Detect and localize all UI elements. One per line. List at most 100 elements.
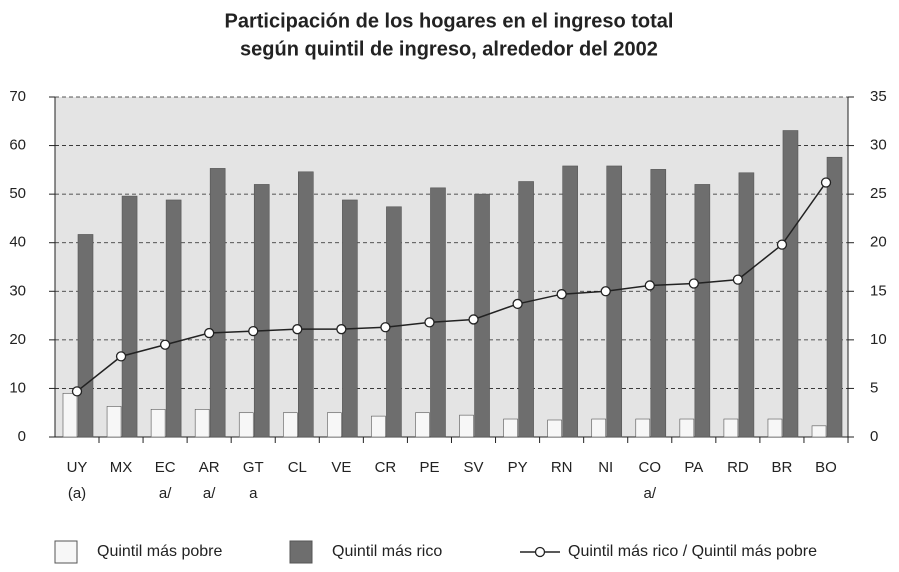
- y2-tick-label: 35: [870, 88, 887, 105]
- line-point: [776, 239, 788, 250]
- y-tick-label: 40: [9, 234, 26, 251]
- x-tick-label: UY: [67, 459, 88, 476]
- bar: [253, 184, 270, 438]
- bar: [327, 412, 342, 438]
- x-tick-note: a/: [159, 485, 172, 502]
- bar: [547, 419, 562, 438]
- bar: [106, 406, 122, 438]
- legend-label: Quintil más rico: [332, 543, 442, 560]
- bar: [591, 418, 607, 438]
- line-point: [512, 298, 523, 310]
- bar: [811, 425, 827, 438]
- bar: [430, 187, 446, 438]
- bar: [62, 392, 78, 438]
- line-point: [380, 322, 391, 333]
- line-point: [732, 274, 744, 285]
- y2-tick-label: 20: [870, 234, 887, 251]
- line-point: [556, 289, 567, 300]
- bar: [209, 168, 226, 438]
- x-tick-label: NI: [598, 459, 613, 476]
- bar: [723, 418, 739, 438]
- x-tick-label: GT: [243, 459, 264, 476]
- line-point: [292, 324, 303, 335]
- x-tick-label: CL: [288, 459, 307, 476]
- line-point: [820, 177, 832, 188]
- bar: [694, 184, 711, 438]
- bar: [386, 206, 402, 438]
- bar: [606, 165, 623, 438]
- line-point: [71, 386, 83, 397]
- x-tick-note: a/: [644, 485, 657, 502]
- y-tick-label: 30: [9, 282, 26, 299]
- bar: [77, 234, 94, 438]
- x-tick-label: BO: [815, 459, 837, 476]
- line-point: [468, 314, 479, 325]
- plot-area: [55, 97, 848, 437]
- bar: [371, 415, 386, 438]
- bar: [415, 412, 430, 438]
- bar: [503, 418, 518, 438]
- line-point: [600, 286, 611, 297]
- line-point: [248, 325, 259, 337]
- bar: [238, 412, 254, 438]
- y-tick-label: 20: [9, 331, 26, 348]
- x-tick-label: CR: [375, 459, 397, 476]
- line-point: [644, 280, 655, 291]
- x-tick-label: AR: [199, 459, 220, 476]
- legend-label: Quintil más rico / Quintil más pobre: [568, 543, 817, 560]
- y2-tick-label: 25: [870, 185, 887, 202]
- x-tick-label: CO: [639, 459, 662, 476]
- bar: [562, 165, 578, 438]
- legend-label: Quintil más pobre: [97, 543, 222, 560]
- y2-tick-label: 0: [870, 428, 878, 445]
- x-tick-label: PA: [684, 459, 703, 476]
- bar: [150, 409, 166, 438]
- y-tick-label: 50: [9, 185, 26, 202]
- bar: [518, 181, 534, 438]
- chart-subtitle: según quintil de ingreso, alrededor del …: [240, 38, 658, 60]
- x-tick-label: VE: [331, 459, 351, 476]
- line-point: [159, 339, 171, 350]
- line-point: [204, 327, 215, 339]
- bar: [782, 130, 799, 438]
- x-tick-label: MX: [110, 459, 133, 476]
- y-tick-label: 70: [9, 88, 26, 105]
- x-tick-label: RN: [551, 459, 573, 476]
- bar: [650, 169, 667, 438]
- x-tick-note: a: [249, 485, 258, 502]
- line: [76, 182, 827, 392]
- line-point: [688, 278, 699, 289]
- chart-title: Participación de los hogares en el ingre…: [224, 10, 673, 32]
- bar: [121, 195, 138, 438]
- bar: [459, 414, 474, 438]
- line-point: [424, 317, 435, 328]
- bar: [767, 418, 783, 438]
- legend-swatch: [289, 540, 313, 564]
- x-tick-label: PE: [419, 459, 439, 476]
- legend-marker: [534, 546, 546, 558]
- x-tick-note: a/: [203, 485, 216, 502]
- line-point: [115, 351, 127, 362]
- bar: [165, 199, 182, 438]
- bar: [738, 172, 755, 438]
- bar: [679, 418, 695, 438]
- bar: [342, 199, 358, 438]
- bar: [826, 156, 843, 438]
- line-point: [336, 324, 347, 335]
- legend-swatch: [54, 540, 78, 564]
- y2-tick-label: 30: [870, 137, 887, 154]
- x-tick-label: PY: [508, 459, 528, 476]
- x-tick-label: BR: [772, 459, 793, 476]
- bar: [297, 171, 314, 438]
- x-tick-note: (a): [68, 485, 86, 502]
- bar: [282, 412, 298, 438]
- y2-tick-label: 15: [870, 282, 887, 299]
- y-tick-label: 60: [9, 137, 26, 154]
- x-tick-label: EC: [155, 459, 176, 476]
- y2-tick-label: 5: [870, 379, 878, 396]
- y-tick-label: 0: [18, 428, 26, 445]
- y2-tick-label: 10: [870, 331, 887, 348]
- bar: [194, 409, 210, 438]
- bar: [635, 418, 651, 438]
